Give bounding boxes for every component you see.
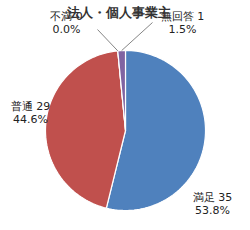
svg-text:満足 3553.8%: 満足 3553.8% [193,191,233,217]
svg-text:法人・個人事業主: 法人・個人事業主 [66,5,171,20]
svg-text:普通 2944.6%: 普通 2944.6% [11,100,51,126]
